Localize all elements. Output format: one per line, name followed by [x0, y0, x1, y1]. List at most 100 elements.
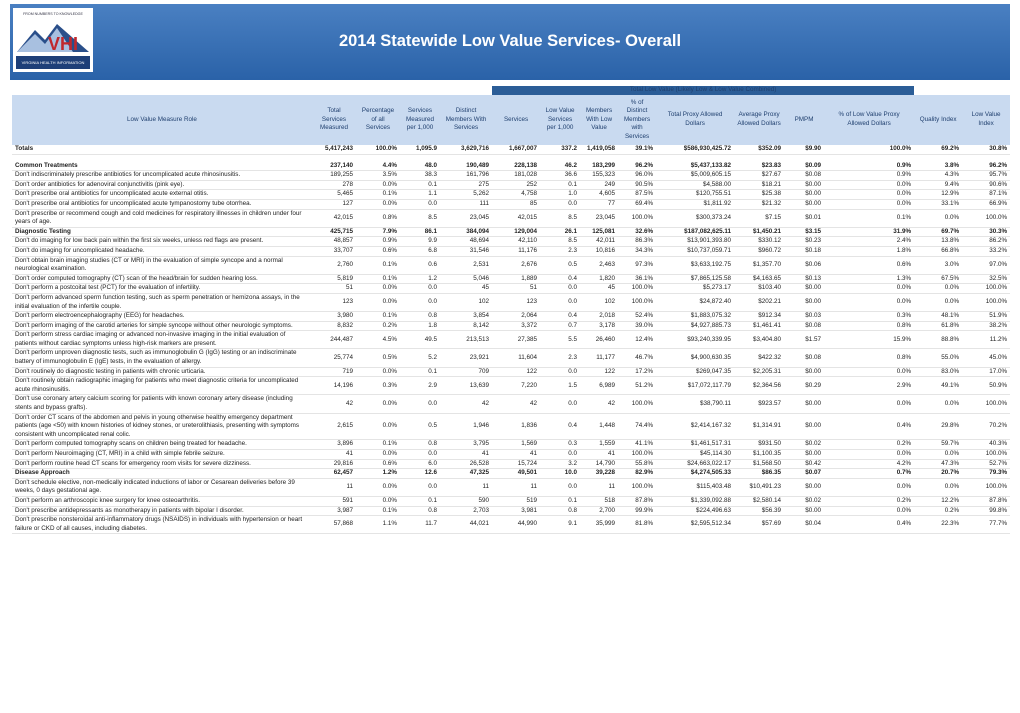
cell: 42 — [492, 394, 541, 414]
cell: 0.3% — [824, 311, 915, 322]
cell: 23,045 — [580, 209, 619, 228]
cell: 0.0 — [400, 199, 440, 210]
cell: 11,604 — [492, 348, 541, 368]
cell: 0.0 — [540, 293, 581, 313]
cell: 8.5 — [400, 209, 440, 228]
cell: $23.83 — [734, 161, 785, 172]
cell: 0.0% — [824, 293, 915, 313]
totals-row: Totals 5,417,243 100.0% 1,095.9 3,629,716 1,6… — [12, 145, 1011, 155]
cell: 0.0% — [824, 180, 915, 191]
cell: 59.7% — [914, 439, 963, 450]
cell: 0.8 — [540, 506, 581, 517]
cell: 0.0% — [356, 283, 400, 294]
cell: $422.32 — [734, 348, 785, 368]
cell: 95.7% — [962, 170, 1011, 181]
cell: $1,568.50 — [734, 459, 785, 470]
cell: 1,095.9 — [400, 145, 440, 155]
cell: $3,633,192.75 — [656, 256, 735, 275]
cell: 0.8 — [400, 311, 440, 322]
cell: $0.08 — [784, 321, 825, 332]
cell: 228,138 — [492, 161, 541, 172]
cell: 42 — [312, 394, 356, 414]
cell: 48.0 — [400, 161, 440, 172]
cell: 2,463 — [580, 256, 619, 275]
cell: 46.2 — [540, 161, 581, 172]
cell: 0.0% — [824, 394, 915, 414]
measure-row: Don't prescribe nonsteroidal anti-inflam… — [12, 515, 1011, 535]
cell: 6.0 — [400, 459, 440, 470]
cell: 0.8% — [824, 321, 915, 332]
row-label: Don't use coronary artery calcium scorin… — [12, 394, 312, 414]
cell: 0.2% — [914, 506, 963, 517]
cell: 10,816 — [580, 246, 619, 257]
cell: 249 — [580, 180, 619, 191]
cell: 0.0 — [400, 293, 440, 313]
cell: 278 — [312, 180, 356, 191]
cell: 11 — [580, 478, 619, 497]
cell: 0.0% — [824, 367, 915, 378]
column-header: Low Value Services per 1,000 — [540, 95, 581, 145]
cell: 11.7 — [400, 515, 440, 535]
cell: 41 — [312, 449, 356, 460]
cell: $4,900,630.35 — [656, 348, 735, 368]
cell: 69.2% — [914, 145, 963, 155]
cell: $1,100.35 — [734, 449, 785, 460]
cell: 3,854 — [440, 311, 493, 322]
cell: $115,403.48 — [656, 478, 735, 497]
measure-row: Don't perform imaging of the carotid art… — [12, 321, 1011, 332]
cell: $0.00 — [784, 413, 825, 441]
cell: 181,028 — [492, 170, 541, 181]
spacer — [12, 86, 492, 95]
cell: 3,981 — [492, 506, 541, 517]
cell: 0.0 — [400, 449, 440, 460]
header-row: Low Value Measure Role Total Services Mea… — [12, 95, 1011, 145]
cell: 252 — [492, 180, 541, 191]
cell: 0.0% — [356, 199, 400, 210]
cell: 237,140 — [312, 161, 356, 172]
cell: 3.8% — [914, 161, 963, 172]
cell: 31,546 — [440, 246, 493, 257]
cell: 87.1% — [962, 189, 1011, 200]
cell: 9.9 — [400, 236, 440, 247]
cell: 0.0% — [824, 199, 915, 210]
cell: 1,448 — [580, 413, 619, 441]
row-label: Don't prescribe antidepressants as monot… — [12, 506, 312, 517]
cell: $1,883,075.32 — [656, 311, 735, 322]
cell: $330.12 — [734, 236, 785, 247]
cell: 0.0% — [914, 394, 963, 414]
cell: 1.1% — [356, 515, 400, 535]
cell: 0.8% — [356, 209, 400, 228]
cell: 99.9% — [618, 506, 657, 517]
cell: $352.09 — [734, 145, 785, 155]
cell: 42 — [440, 394, 493, 414]
cell: 0.1 — [540, 496, 581, 507]
cell: $2,580.14 — [734, 496, 785, 507]
row-label: Common Treatments — [12, 161, 312, 172]
cell: 0.5 — [400, 413, 440, 441]
cell: 29,816 — [312, 459, 356, 470]
cell: 52.4% — [618, 311, 657, 322]
cell: $0.07 — [784, 468, 825, 479]
cell: 0.6% — [356, 246, 400, 257]
cell: 1,419,058 — [580, 145, 619, 155]
cell: 12.6 — [400, 468, 440, 479]
cell: 0.0% — [356, 394, 400, 414]
cell: 590 — [440, 496, 493, 507]
cell: 275 — [440, 180, 493, 191]
cell: $4,927,885.73 — [656, 321, 735, 332]
cell: $0.09 — [784, 161, 825, 172]
cell: 100.0% — [618, 394, 657, 414]
measure-row: Don't perform an arthroscopic knee surge… — [12, 496, 1011, 507]
cell: $7.15 — [734, 209, 785, 228]
cell: $5,009,605.15 — [656, 170, 735, 181]
cell: 0.2% — [824, 439, 915, 450]
cell: 42 — [580, 394, 619, 414]
cell: 96.2% — [618, 161, 657, 172]
cell: $912.34 — [734, 311, 785, 322]
cell: 11 — [492, 478, 541, 497]
column-header: Total Services Measured — [312, 95, 356, 145]
cell: 384,094 — [440, 227, 493, 238]
cell: 48,857 — [312, 236, 356, 247]
section-row: Disease Approach 62,457 1.2% 12.6 47,325 49,5… — [12, 468, 1011, 479]
cell: $0.06 — [784, 256, 825, 275]
